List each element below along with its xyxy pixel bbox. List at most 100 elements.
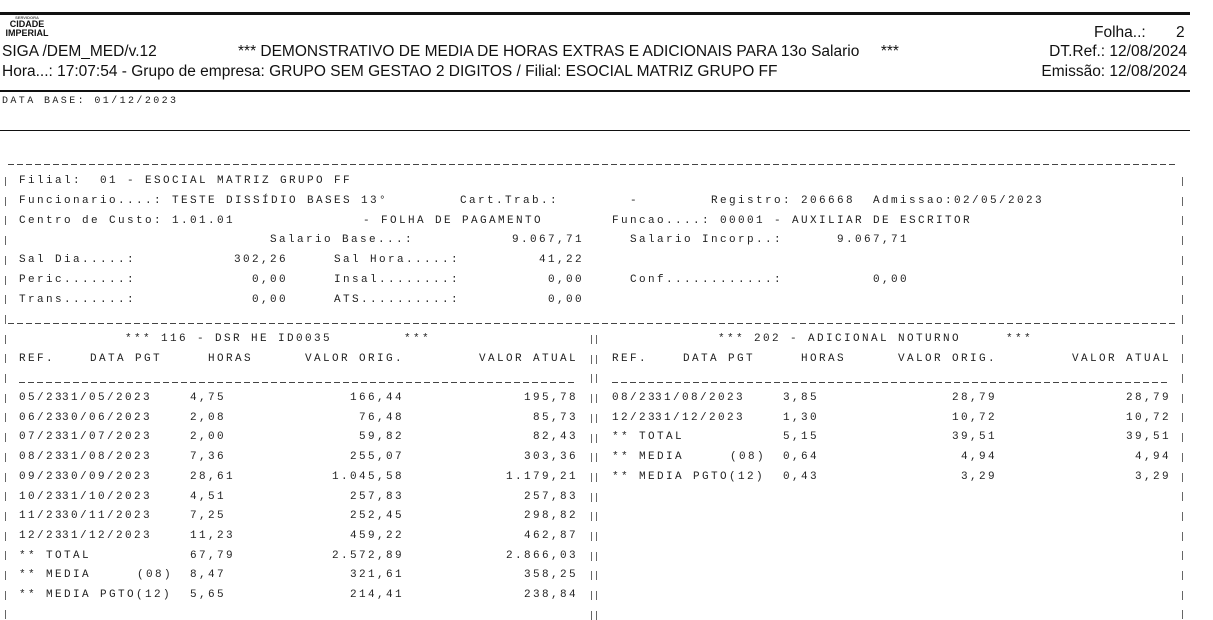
- frame-bar: [591, 571, 592, 581]
- table-cell: 2,08: [190, 411, 227, 424]
- column-header: DATA PGT: [683, 353, 756, 365]
- table-header-divider: [19, 382, 576, 383]
- table-cell: 28,79: [951, 392, 997, 404]
- trans-label: Trans.......:: [19, 294, 137, 306]
- frame-bar: [591, 413, 592, 423]
- table-cell: 31/08/2023: [62, 451, 153, 464]
- table-cell: 31/10/2023: [62, 490, 153, 503]
- table-cell: 30/11/2023: [62, 510, 153, 523]
- dt-ref: DT.Ref.: 12/08/2024: [1049, 43, 1187, 60]
- total-cell: ** TOTAL: [612, 431, 685, 444]
- frame-bar: [596, 335, 597, 344]
- sal-dia: 302,26: [233, 254, 288, 266]
- table-cell: 255,07: [349, 451, 404, 464]
- table-cell: 06/23: [19, 411, 65, 424]
- filial: Filial: 01 - ESOCIAL MATRIZ GRUPO FF: [19, 175, 353, 187]
- total-cell: ** TOTAL: [19, 549, 92, 562]
- total-cell: 4,94: [960, 451, 997, 464]
- table-cell: 11/23: [19, 510, 65, 523]
- frame-bar: [591, 354, 592, 364]
- cart-trab-value: -: [630, 195, 640, 207]
- funcionario: Funcionario....: TESTE DISSÍDIO BASES 13…: [19, 195, 389, 207]
- frame-bar: [5, 492, 6, 502]
- frame-bar: [5, 433, 6, 443]
- frame-bar: [596, 374, 597, 384]
- column-header: VALOR ORIG.: [304, 353, 404, 365]
- frame-bar: [591, 512, 592, 522]
- table-cell: 459,22: [349, 529, 404, 542]
- total-cell: ** MEDIA PGTO(12): [19, 589, 173, 601]
- trans: 0,00: [251, 294, 288, 306]
- table-cell: 1.179,21: [505, 470, 578, 483]
- frame-bar: [5, 413, 6, 423]
- frame-bar: [596, 413, 597, 423]
- table-cell: 303,36: [523, 451, 578, 464]
- frame-bar: [1182, 590, 1183, 600]
- frame-bar: [596, 433, 597, 443]
- frame-bar: [596, 610, 597, 620]
- sal-dia-label: Sal Dia.....:: [19, 254, 137, 266]
- frame-bar: [1182, 334, 1183, 344]
- table-cell: 08/23: [19, 451, 65, 464]
- table-cell: 76,48: [358, 411, 404, 424]
- table-cell: 3,85: [783, 392, 820, 404]
- total-cell: 358,25: [523, 569, 578, 582]
- total-cell: ** MEDIA PGTO(12): [612, 470, 766, 483]
- frame-bar: [596, 492, 597, 502]
- peric-label: Peric.......:: [19, 274, 137, 286]
- registro: Registro: 206668: [711, 195, 856, 207]
- total-cell: 321,61: [349, 569, 404, 582]
- table-cell: 252,45: [349, 510, 404, 523]
- table-cell: 7,36: [190, 451, 227, 464]
- frame-bar: [596, 591, 597, 601]
- company-logo: SERVIDORA CIDADE IMPERIAL: [5, 15, 49, 41]
- frame-bar: [596, 394, 597, 404]
- frame-bar: [5, 472, 6, 482]
- table-cell: 1,30: [783, 411, 820, 424]
- table-cell: 31/07/2023: [62, 431, 153, 444]
- frame-bar: [596, 532, 597, 541]
- frame-bar: [1182, 551, 1183, 561]
- frame-bar: [1182, 571, 1183, 580]
- frame-bar: [5, 571, 6, 580]
- top-rule: [0, 12, 1190, 15]
- table-cell: 298,82: [523, 510, 578, 523]
- table-cell: 10/23: [19, 490, 65, 503]
- frame-bar: [1182, 472, 1183, 482]
- column-header: DATA PGT: [90, 353, 163, 365]
- table-cell: 28,61: [190, 470, 236, 483]
- table-cell: 166,44: [349, 392, 404, 404]
- dashed-divider: [8, 164, 1178, 165]
- frame-bar: [1182, 314, 1183, 324]
- frame-bar: [591, 551, 592, 561]
- frame-bar: [5, 531, 6, 541]
- cart-trab-label: Cart.Trab.:: [460, 195, 560, 207]
- total-cell: 5,15: [783, 431, 820, 444]
- frame-bar: [591, 453, 592, 463]
- ats-label: ATS..........:: [334, 294, 461, 306]
- salario-base-label: Salario Base...:: [270, 234, 415, 246]
- frame-bar: [5, 255, 6, 265]
- total-cell: (08): [137, 569, 174, 582]
- table-cell: 11,23: [190, 529, 236, 542]
- table-cell: 4,51: [190, 490, 227, 503]
- insal-label: Insal........:: [334, 274, 461, 286]
- table-cell: 07/23: [19, 431, 65, 444]
- total-cell: (08): [730, 451, 767, 464]
- frame-bar: [5, 354, 6, 364]
- frame-bar: [5, 334, 6, 344]
- salario-incorp: 9.067,71: [836, 234, 909, 246]
- frame-bar: [591, 374, 592, 384]
- frame-bar: [1182, 452, 1183, 462]
- frame-bar: [596, 551, 597, 561]
- table-cell: 12/23: [19, 529, 65, 542]
- folha-label: Folha..:: [1094, 24, 1146, 41]
- logo-line1: CIDADE: [9, 19, 45, 29]
- frame-bar: [5, 374, 6, 383]
- folha-value: 2: [1176, 24, 1185, 41]
- total-cell: 39,51: [951, 431, 997, 444]
- table-cell: 31/12/2023: [655, 411, 746, 424]
- table-cell: 09/23: [19, 470, 65, 483]
- salario-incorp-label: Salario Incorp..:: [630, 234, 784, 246]
- frame-bar: [1182, 216, 1183, 226]
